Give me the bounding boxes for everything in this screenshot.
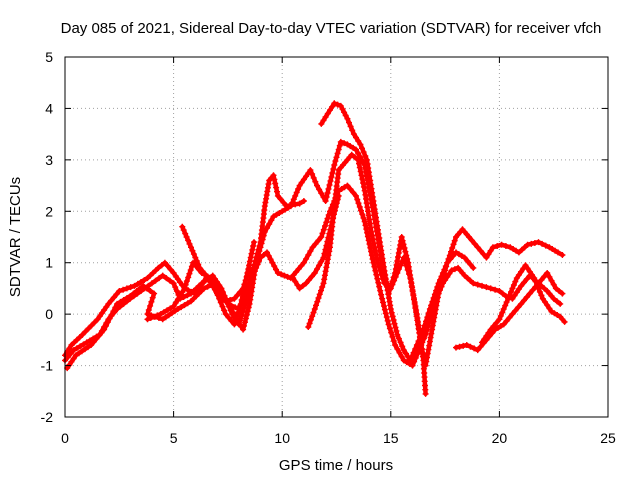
series-markers (62, 172, 307, 359)
x-tick-label: 20 (492, 430, 508, 446)
y-tick-label: -2 (41, 409, 54, 425)
y-tick-label: -1 (41, 358, 54, 374)
chart-title: Day 085 of 2021, Sidereal Day-to-day VTE… (61, 20, 602, 37)
x-tick-label: 10 (274, 430, 290, 446)
series-markers (479, 262, 568, 346)
series-track-g (479, 262, 568, 346)
series-track-a (62, 172, 307, 359)
x-axis-title: GPS time / hours (279, 457, 393, 474)
y-tick-label: 1 (45, 255, 53, 271)
series-track-i (179, 223, 253, 305)
gridlines (65, 57, 608, 417)
y-tick-label: 2 (45, 203, 53, 219)
series-track-e (318, 100, 477, 364)
series-track-j (290, 192, 342, 292)
x-tick-label: 15 (383, 430, 399, 446)
y-axis-title: SDTVAR / TECUs (7, 177, 24, 297)
x-tick-labels: 0 5 10 15 20 25 (61, 430, 616, 446)
y-tick-label: 0 (45, 306, 53, 322)
x-tick-label: 0 (61, 430, 69, 446)
series-markers (318, 100, 477, 364)
x-tick-label: 5 (170, 430, 178, 446)
plot-frame (64, 56, 609, 418)
x-tick-label: 25 (600, 430, 616, 446)
y-tick-label: 3 (45, 152, 53, 168)
y-tick-label: 4 (45, 100, 53, 116)
axis-ticks (64, 56, 609, 418)
y-tick-label: 5 (45, 49, 53, 65)
series-markers (290, 192, 342, 292)
y-tick-labels: -2 -1 0 1 2 3 4 5 (41, 49, 54, 425)
series-markers (179, 223, 253, 305)
series-layer (62, 100, 568, 397)
